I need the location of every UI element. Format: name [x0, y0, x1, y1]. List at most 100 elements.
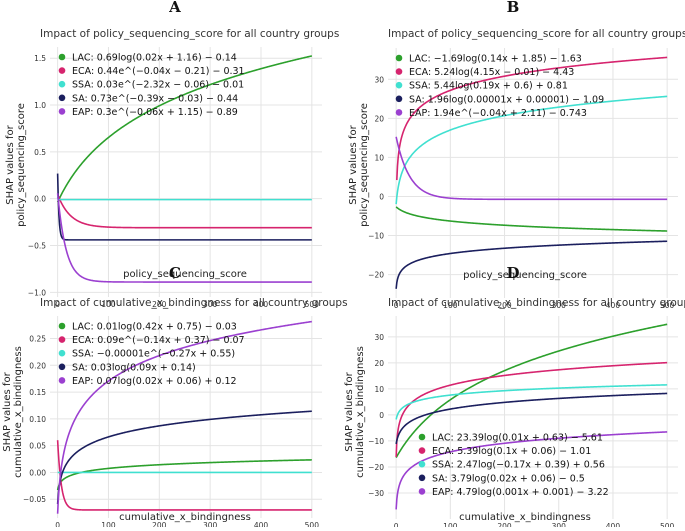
panel-c: C Impact of cumulative_x_bindingness for … [2, 264, 348, 527]
x-tick-label: 0 [55, 521, 60, 527]
y-tick-label: −30 [368, 489, 384, 498]
legend-marker-eca [396, 68, 403, 75]
y-axis-label-line: cumulative_x_bindingness [355, 346, 366, 478]
x-tick-label: 100 [101, 521, 116, 527]
y-tick-label: 0.5 [34, 148, 46, 157]
legend-entry-eap: EAP: 0.07log(0.02x + 0.06) + 0.12 [72, 376, 237, 387]
legend-entry-ssa: SSA: 0.03e^(−2.32x − 0.06) − 0.01 [72, 80, 244, 91]
y-tick-label: 1.0 [34, 101, 46, 110]
legend-marker-eca [59, 336, 66, 343]
legend-entry-sa: SA: 1.96log(0.00001x + 0.00001) − 1.09 [409, 94, 604, 105]
panel-letter: D [506, 264, 519, 282]
panel-a: A Impact of policy_sequencing_score for a… [5, 0, 339, 309]
legend-marker-sa [396, 96, 403, 103]
x-axis-label: cumulative_x_bindingness [459, 512, 591, 523]
x-axis-label: policy_sequencing_score [123, 269, 247, 280]
y-axis-label-line: SHAP values for [5, 124, 16, 204]
panel-letter: A [168, 0, 181, 16]
x-tick-label: 400 [254, 521, 269, 527]
x-tick-label: 0 [394, 522, 399, 527]
y-tick-label: 20 [374, 114, 384, 123]
x-axis-label: policy_sequencing_score [463, 270, 587, 281]
y-axis-label-line: SHAP values for [2, 371, 13, 451]
y-axis-label-line: SHAP values for [344, 371, 355, 451]
y-axis-label: SHAP values forcumulative_x_bindingness [2, 346, 24, 478]
legend-marker-ssa [59, 350, 66, 357]
legend-marker-lac [59, 323, 66, 330]
x-tick-label: 400 [606, 522, 621, 527]
legend-marker-sa [59, 364, 66, 371]
y-tick-label: −20 [368, 463, 384, 472]
chart-title: Impact of cumulative_x_bindingness for a… [388, 297, 685, 309]
y-tick-label: −10 [368, 232, 384, 241]
legend-marker-ssa [396, 82, 403, 89]
y-tick-label: 0.05 [29, 442, 46, 451]
legend-entry-sa: SA: 3.79log(0.02x + 0.06) − 0.5 [432, 473, 585, 484]
panel-d: D Impact of cumulative_x_bindingness for … [344, 264, 685, 527]
legend-entry-eca: ECA: 0.44e^(−0.04x − 0.21) − 0.31 [72, 66, 245, 77]
legend-marker-eca [59, 67, 66, 74]
y-tick-label: 0.15 [29, 388, 46, 397]
y-axis-label: SHAP values forpolicy_sequencing_score [5, 103, 27, 227]
legend-marker-eca [419, 447, 426, 454]
legend-entry-eca: ECA: 0.09e^(−0.14x + 0.37) − 0.07 [72, 335, 245, 346]
panel-letter: B [507, 0, 520, 16]
y-tick-label: −10 [368, 437, 384, 446]
y-tick-label: 10 [374, 385, 384, 394]
y-tick-label: −1.0 [28, 288, 46, 297]
legend: LAC: 23.39log(0.01x + 0.63) − 5.61 ECA: 5… [419, 433, 609, 498]
panel-letter: C [169, 264, 181, 282]
legend-marker-eap [419, 488, 426, 495]
legend-marker-lac [396, 55, 403, 62]
legend-entry-eca: ECA: 5.24log(4.15x − 0.01) − 4.43 [409, 67, 574, 78]
y-tick-label: 10 [374, 153, 384, 162]
legend-entry-eap: EAP: 0.3e^(−0.06x + 1.15) − 0.89 [72, 107, 238, 118]
legend: LAC: 0.01log(0.42x + 0.75) − 0.03 ECA: 0.… [59, 322, 245, 387]
x-tick-label: 500 [305, 521, 320, 527]
legend-marker-lac [419, 434, 426, 441]
legend-marker-eap [59, 108, 66, 115]
legend-entry-sa: SA: 0.03log(0.09x + 0.14) [72, 362, 196, 373]
x-tick-label: 100 [443, 522, 458, 527]
legend-marker-lac [59, 54, 66, 61]
y-tick-label: 20 [374, 359, 384, 368]
legend-entry-eap: EAP: 4.79log(0.001x + 0.001) − 3.22 [432, 487, 609, 498]
legend-entry-lac: LAC: −1.69log(0.14x + 1.85) − 1.63 [409, 54, 582, 65]
legend-marker-sa [419, 475, 426, 482]
y-axis-label-line: cumulative_x_bindingness [13, 346, 24, 478]
legend-entry-lac: LAC: 0.01log(0.42x + 0.75) − 0.03 [72, 322, 237, 333]
legend-entry-lac: LAC: 0.69log(0.02x + 1.16) − 0.14 [72, 53, 237, 64]
y-axis-label-line: SHAP values for [348, 124, 359, 204]
x-tick-label: 500 [660, 522, 675, 527]
y-tick-label: 0.0 [34, 195, 46, 204]
legend-marker-ssa [59, 81, 66, 88]
y-tick-label: 1.5 [34, 54, 46, 63]
y-tick-label: 30 [374, 75, 384, 84]
legend-marker-ssa [419, 461, 426, 468]
y-tick-label: 0 [379, 192, 384, 201]
y-axis-label: SHAP values forcumulative_x_bindingness [344, 346, 366, 478]
chart-title: Impact of policy_sequencing_score for al… [388, 28, 685, 40]
y-tick-label: 0.10 [29, 415, 46, 424]
legend: LAC: 0.69log(0.02x + 1.16) − 0.14 ECA: 0.… [59, 53, 245, 118]
y-tick-label: 0.25 [29, 335, 46, 344]
y-axis-label-line: policy_sequencing_score [16, 103, 27, 227]
legend-entry-lac: LAC: 23.39log(0.01x + 0.63) − 5.61 [432, 433, 603, 444]
legend-entry-ssa: SSA: −0.00001e^(−0.27x + 0.55) [72, 349, 235, 360]
x-axis-label: cumulative_x_bindingness [119, 512, 251, 523]
y-tick-label: 0.20 [29, 361, 46, 370]
chart-title: Impact of cumulative_x_bindingness for a… [40, 297, 348, 309]
legend-marker-sa [59, 95, 66, 102]
legend-entry-sa: SA: 0.73e^(−0.39x − 0.03) − 0.44 [72, 93, 238, 104]
y-axis-label-line: policy_sequencing_score [359, 103, 370, 227]
legend-marker-eap [59, 377, 66, 384]
legend-entry-ssa: SSA: 2.47log(−0.17x + 0.39) + 0.56 [432, 460, 605, 471]
y-tick-label: 0.00 [29, 468, 46, 477]
legend-entry-eap: EAP: 1.94e^(−0.04x + 2.11) − 0.743 [409, 108, 587, 119]
chart-title: Impact of policy_sequencing_score for al… [40, 28, 339, 40]
legend-entry-eca: ECA: 5.39log(0.1x + 0.06) − 1.01 [432, 446, 591, 457]
y-tick-label: 0 [379, 411, 384, 420]
y-axis-label: SHAP values forpolicy_sequencing_score [348, 103, 370, 227]
y-tick-label: −0.5 [28, 242, 46, 251]
